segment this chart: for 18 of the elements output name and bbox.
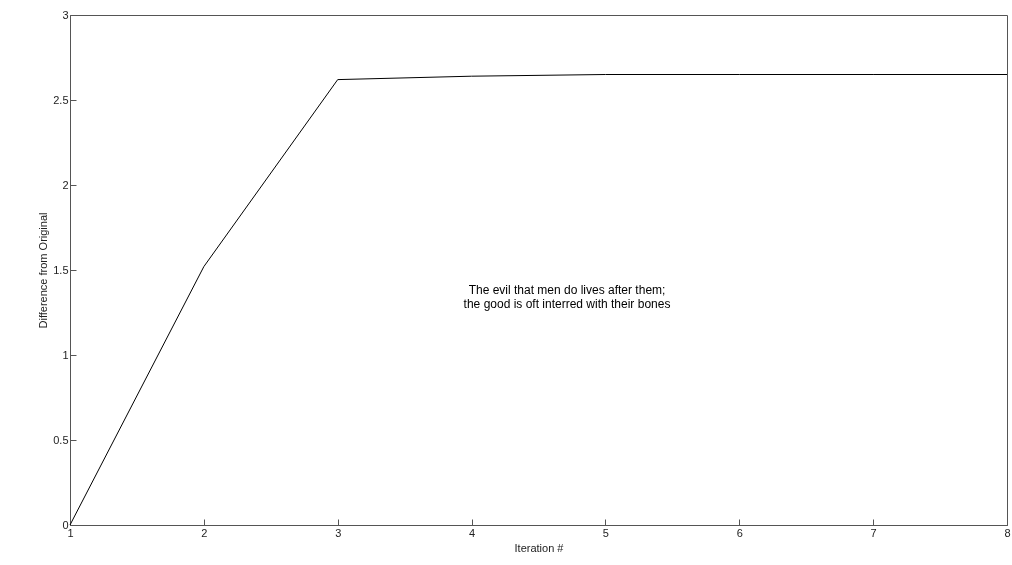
- y-tick-label: 3: [62, 8, 69, 21]
- x-tick-label: 6: [736, 526, 743, 539]
- x-tick-label: 8: [1004, 526, 1011, 539]
- x-tick-label: 5: [602, 526, 609, 539]
- x-axis-title: Iteration #: [514, 541, 565, 554]
- y-tick-label: 0.5: [53, 433, 69, 446]
- y-tick-label: 1.5: [53, 263, 69, 276]
- x-tick-label: 3: [335, 526, 342, 539]
- line-series: [69, 74, 1008, 526]
- annotation: The evil that men do lives after them; the good is oft interred with their bones: [463, 283, 671, 311]
- x-tick-label: 4: [469, 526, 476, 539]
- y-tick-label: 2: [62, 178, 69, 191]
- y-tick-label: 0: [62, 518, 69, 531]
- x-tick-label: 2: [201, 526, 208, 539]
- y-tick-label: 2.5: [53, 93, 69, 106]
- y-tick-label: 1: [62, 348, 69, 361]
- x-tick-label: 7: [870, 526, 877, 539]
- y-axis-title: Difference from Original: [37, 212, 50, 329]
